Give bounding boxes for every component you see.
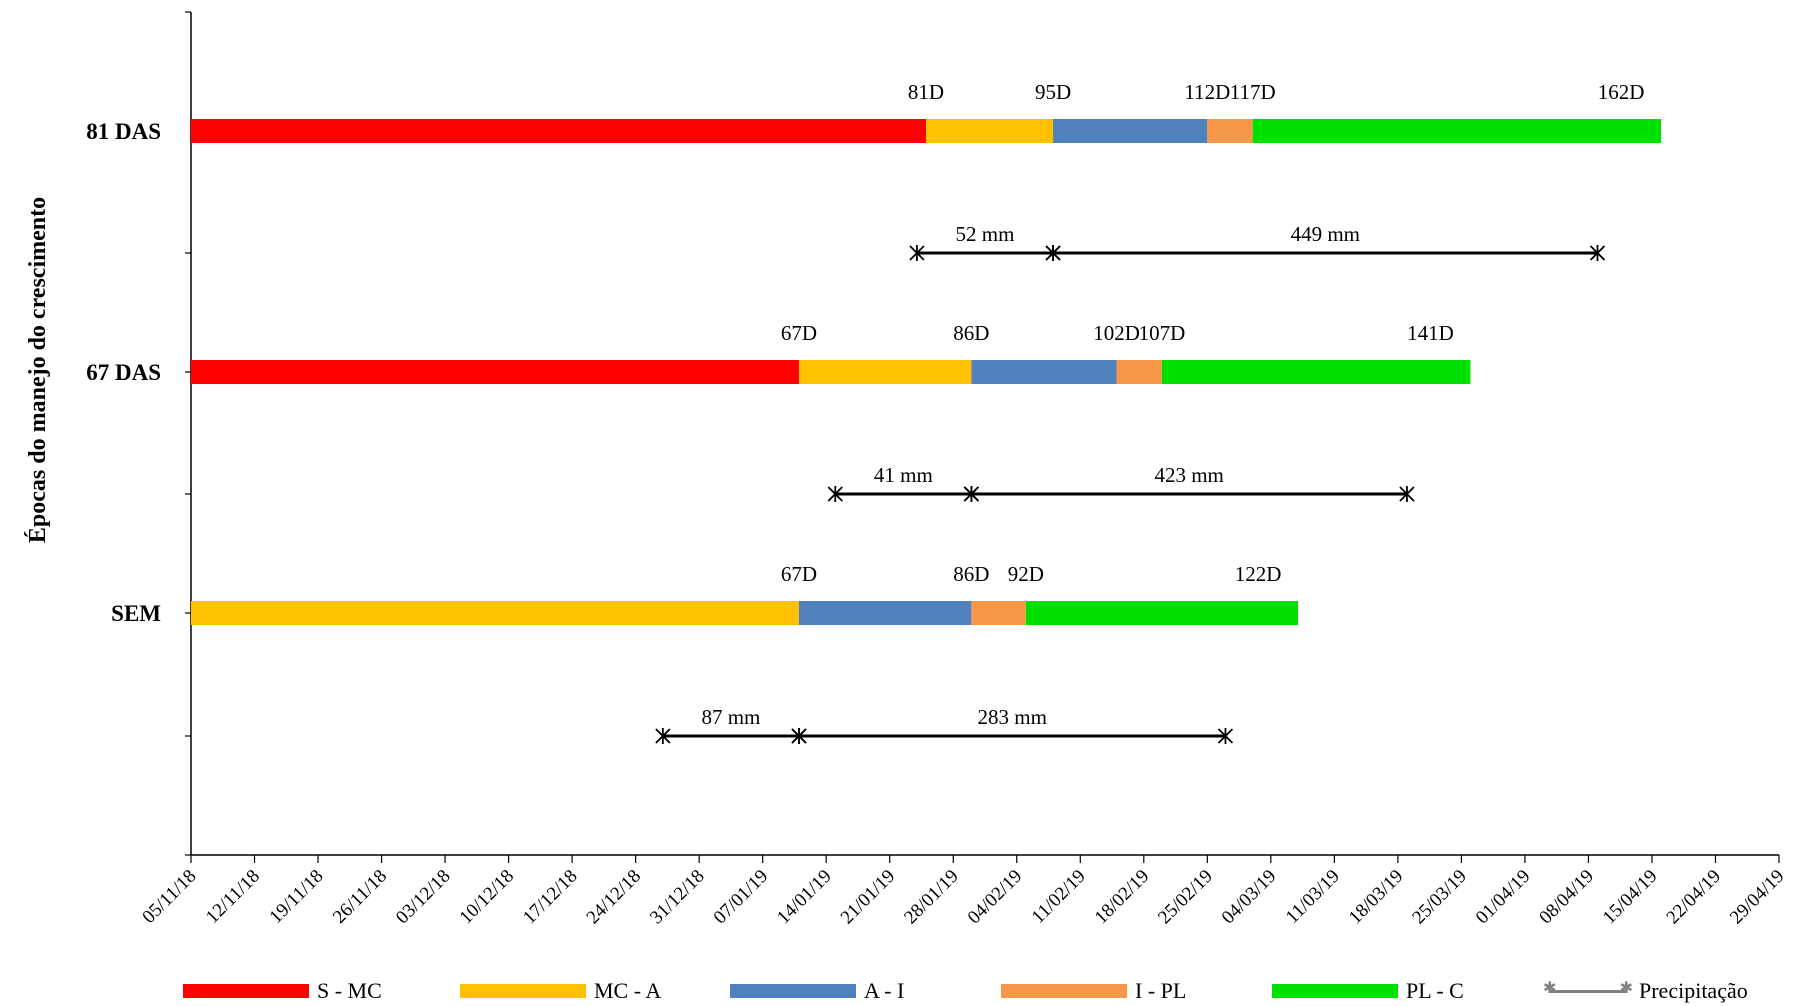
phase-bar — [191, 601, 799, 625]
phase-end-label: 112D — [1184, 80, 1230, 104]
row-label: 67 DAS — [86, 360, 161, 385]
phase-end-label: 81D — [908, 80, 944, 104]
x-tick-label: 11/02/19 — [1028, 866, 1090, 928]
legend-label: PL - C — [1406, 978, 1464, 1003]
legend-swatch — [460, 984, 586, 998]
phase-end-label: 141D — [1407, 321, 1454, 345]
x-tick-label: 17/12/18 — [519, 866, 582, 929]
legend-label: I - PL — [1135, 978, 1187, 1003]
phase-bar — [191, 119, 927, 143]
legend-swatch — [1001, 984, 1127, 998]
x-tick-label: 12/11/18 — [202, 866, 264, 928]
x-tick-label: 21/01/19 — [837, 866, 900, 929]
legend: S - MC MC - A A - I I - PL PL - C ✱ Precipitaç… — [183, 976, 1783, 1006]
x-tick-label: 14/01/19 — [773, 866, 836, 929]
precipitation-marker-icon: ✱ — [1543, 978, 1633, 998]
y-axis-title: Épocas do manejo do crescimento — [25, 197, 51, 543]
x-tick-label: 07/01/19 — [710, 866, 773, 929]
phase-bar — [971, 360, 1117, 384]
phase-end-label: 102D — [1093, 321, 1140, 345]
legend-item: I - PL — [1001, 976, 1186, 1006]
legend-item: ✱ Precipitação — [1543, 976, 1748, 1006]
x-tick-label: 22/04/19 — [1662, 866, 1725, 929]
legend-label: MC - A — [594, 978, 662, 1003]
x-tick-label: 04/02/19 — [964, 866, 1027, 929]
x-tick-label: 05/11/18 — [138, 866, 200, 928]
x-tick-label: 18/02/19 — [1091, 866, 1154, 929]
phase-end-label: 92D — [1008, 562, 1044, 586]
y-axis-category-labels: 81 DAS 67 DAS SEM — [86, 119, 161, 626]
phase-end-label: 67D — [781, 321, 817, 345]
legend-swatch — [183, 984, 309, 998]
legend-item: PL - C — [1272, 976, 1464, 1006]
phase-bar — [1207, 119, 1253, 143]
row-label: SEM — [111, 601, 161, 626]
precip-label: 87 mm — [701, 705, 760, 729]
phase-bar — [798, 360, 972, 384]
phase-end-label: 95D — [1035, 80, 1071, 104]
phase-bar — [1116, 360, 1162, 384]
precipitation-lines: 52 mm 449 mm 41 mm 423 mm 87 mm 283 mm — [655, 222, 1606, 744]
precip-label: 423 mm — [1154, 463, 1223, 487]
x-tick-label: 01/04/19 — [1472, 866, 1535, 929]
legend-swatch — [730, 984, 856, 998]
x-tick-label: 03/12/18 — [392, 866, 455, 929]
precip-label: 41 mm — [874, 463, 933, 487]
legend-item: MC - A — [460, 976, 661, 1006]
legend-label: A - I — [864, 978, 905, 1003]
phase-bar — [926, 119, 1054, 143]
phase-end-label: 162D — [1598, 80, 1645, 104]
x-tick-label: 31/12/18 — [646, 866, 709, 929]
phase-bar — [1025, 601, 1299, 625]
precip-label: 449 mm — [1291, 222, 1360, 246]
phase-bar — [191, 360, 799, 384]
legend-item: S - MC — [183, 976, 382, 1006]
legend-swatch — [1272, 984, 1398, 998]
phase-end-label: 122D — [1235, 562, 1282, 586]
legend-item: A - I — [730, 976, 904, 1006]
legend-label: Precipitação — [1639, 978, 1748, 1003]
x-tick-label: 11/03/19 — [1282, 866, 1344, 928]
phase-end-label: 67D — [781, 562, 817, 586]
phase-bar — [1053, 119, 1208, 143]
x-tick-label: 15/04/19 — [1599, 866, 1662, 929]
axes — [185, 11, 1779, 856]
phase-end-label: 86D — [953, 321, 989, 345]
phase-bar — [1252, 119, 1662, 143]
x-axis-ticks: 05/11/18 12/11/18 19/11/18 26/11/18 03/12/18… — [138, 855, 1789, 929]
x-tick-label: 04/03/19 — [1218, 866, 1281, 929]
row-label: 81 DAS — [86, 119, 161, 144]
phase-end-label: 107D — [1139, 321, 1186, 345]
phase-bar — [1161, 360, 1471, 384]
phase-end-label: 86D — [953, 562, 989, 586]
x-tick-label: 25/02/19 — [1154, 866, 1217, 929]
x-tick-label: 08/04/19 — [1535, 866, 1598, 929]
x-tick-label: 24/12/18 — [583, 866, 646, 929]
phase-bar — [798, 601, 972, 625]
x-tick-label: 19/11/18 — [265, 866, 327, 928]
x-tick-label: 25/03/19 — [1408, 866, 1471, 929]
precip-label: 52 mm — [956, 222, 1015, 246]
x-tick-label: 10/12/18 — [456, 866, 519, 929]
legend-label: S - MC — [317, 978, 382, 1003]
x-tick-label: 26/11/18 — [329, 866, 391, 928]
precip-label: 283 mm — [978, 705, 1047, 729]
phase-bar — [971, 601, 1026, 625]
x-tick-label: 18/03/19 — [1345, 866, 1408, 929]
x-tick-label: 28/01/19 — [900, 866, 963, 929]
phase-end-label: 117D — [1230, 80, 1276, 104]
x-tick-label: 29/04/19 — [1726, 866, 1789, 929]
